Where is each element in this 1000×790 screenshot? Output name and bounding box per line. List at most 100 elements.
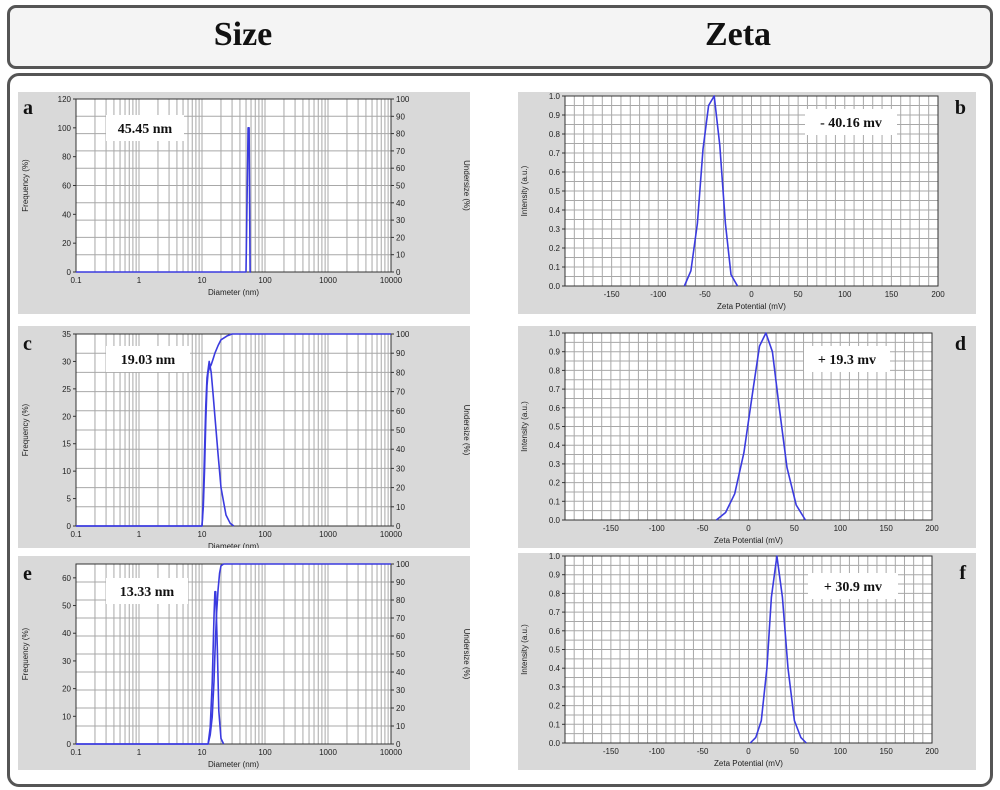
right-y-tick-label: 20 [396, 233, 405, 242]
y-tick-label: 0.2 [549, 244, 561, 253]
annotation-value: 13.33 nm [120, 585, 175, 600]
y-tick-label: 0.9 [549, 111, 561, 120]
y-tick-label: 20 [62, 239, 71, 248]
y-tick-label: 40 [62, 629, 71, 638]
y-axis-label: Frequency (%) [21, 403, 30, 456]
y-tick-label: 0.3 [549, 460, 561, 469]
right-y-tick-label: 20 [396, 484, 405, 493]
x-tick-label: 0.1 [70, 530, 82, 539]
right-y-tick-label: 30 [396, 686, 405, 695]
chart-e-size-distribution: 0.1 1 10 100 1000 100000102030405060010203040… [18, 556, 470, 770]
x-tick-label: 1 [137, 748, 142, 757]
x-tick-label: 10 [198, 748, 207, 757]
x-tick-label: 100 [834, 524, 848, 533]
right-y-tick-label: 40 [396, 668, 405, 677]
x-axis-label: Zeta Potential (mV) [717, 302, 786, 311]
x-tick-label: -50 [697, 524, 709, 533]
annotation-value: 45.45 nm [118, 122, 173, 137]
x-tick-label: -100 [650, 290, 667, 299]
x-tick-label: 100 [258, 276, 272, 285]
x-tick-label: -150 [604, 290, 621, 299]
y-tick-label: 0.5 [549, 187, 561, 196]
y-tick-label: 0.0 [549, 516, 561, 525]
panel-letter: a [23, 97, 33, 119]
right-y-tick-label: 0 [396, 740, 401, 749]
x-tick-label: -150 [603, 524, 620, 533]
y-tick-label: 30 [62, 357, 71, 366]
y-tick-label: 60 [62, 182, 71, 191]
y-tick-label: 0.6 [549, 627, 561, 636]
x-tick-label: 100 [834, 747, 848, 756]
y-tick-label: 120 [58, 95, 72, 104]
right-y-tick-label: 70 [396, 614, 405, 623]
right-y-tick-label: 100 [396, 95, 410, 104]
y-tick-label: 15 [62, 440, 71, 449]
y-tick-label: 0.7 [549, 149, 561, 158]
right-y-tick-label: 30 [396, 216, 405, 225]
x-tick-label: 50 [794, 290, 803, 299]
y-tick-label: 35 [62, 330, 71, 339]
x-tick-label: 50 [790, 524, 799, 533]
y-tick-label: 0.7 [549, 385, 561, 394]
x-tick-label: 10000 [380, 530, 403, 539]
x-tick-label: 200 [925, 747, 939, 756]
y-tick-label: 0.8 [549, 589, 561, 598]
y-tick-label: 0.1 [549, 263, 561, 272]
x-tick-label: 1 [137, 530, 142, 539]
y-tick-label: 30 [62, 657, 71, 666]
right-y-tick-label: 60 [396, 632, 405, 641]
y-tick-label: 10 [62, 712, 71, 721]
x-tick-label: 1000 [319, 530, 337, 539]
y-tick-label: 0 [67, 522, 72, 531]
panel-letter: e [23, 563, 32, 585]
x-tick-label: 100 [258, 748, 272, 757]
x-tick-label: -100 [649, 524, 666, 533]
annotation-box [106, 346, 190, 372]
series-line-1 [683, 95, 739, 287]
chart-a-size-distribution: 0.1 1 10 100 1000 100000204060801001200102030… [18, 92, 470, 314]
y-axis-label: Intensity (a.u.) [520, 624, 529, 675]
x-tick-label: 200 [931, 290, 945, 299]
right-y-tick-label: 100 [396, 330, 410, 339]
y-tick-label: 0.7 [549, 608, 561, 617]
y-axis-label: Intensity (a.u.) [520, 165, 529, 216]
y-tick-label: 0.3 [549, 225, 561, 234]
y-tick-label: 0.1 [549, 720, 561, 729]
right-y-tick-label: 50 [396, 650, 405, 659]
y-tick-label: 100 [58, 124, 72, 133]
right-y-tick-label: 80 [396, 130, 405, 139]
right-y-tick-label: 10 [396, 251, 405, 260]
panel-letter: c [23, 333, 32, 355]
right-y-tick-label: 10 [396, 503, 405, 512]
gridlines [75, 333, 392, 527]
y-tick-label: 0.4 [549, 441, 561, 450]
series-line-1 [715, 332, 807, 521]
right-y-axis-label: Undersize (%) [462, 160, 470, 211]
right-y-tick-label: 70 [396, 147, 405, 156]
x-axis-label: Diameter (nm) [208, 760, 259, 769]
right-y-tick-label: 20 [396, 704, 405, 713]
y-axis-label: Intensity (a.u.) [520, 401, 529, 452]
right-y-axis-label: Undersize (%) [462, 629, 470, 680]
x-tick-label: 150 [879, 524, 893, 533]
panel-letter: f [959, 562, 966, 584]
y-tick-label: 0.2 [549, 702, 561, 711]
x-tick-label: 10 [198, 276, 207, 285]
annotation-box [805, 109, 897, 135]
y-tick-label: 25 [62, 385, 71, 394]
y-tick-label: 0.5 [549, 646, 561, 655]
x-tick-label: 1 [137, 276, 142, 285]
series-line-2 [76, 333, 391, 527]
y-tick-label: 50 [62, 602, 71, 611]
y-tick-label: 0.6 [549, 404, 561, 413]
chart-d-zeta-potential: -150 -100 -50 0 50 100 150 200 0.0 0.1 0.2 0.3 0.4 0.… [518, 326, 976, 548]
annotation-box [804, 346, 890, 372]
right-y-tick-label: 90 [396, 349, 405, 358]
y-tick-label: 0.4 [549, 664, 561, 673]
y-tick-label: 10 [62, 467, 71, 476]
annotation-value: 19.03 nm [121, 353, 176, 368]
y-tick-label: 0.8 [549, 130, 561, 139]
annotation-value: - 40.16 mv [820, 116, 882, 131]
y-tick-label: 0.2 [549, 479, 561, 488]
right-y-tick-label: 90 [396, 578, 405, 587]
